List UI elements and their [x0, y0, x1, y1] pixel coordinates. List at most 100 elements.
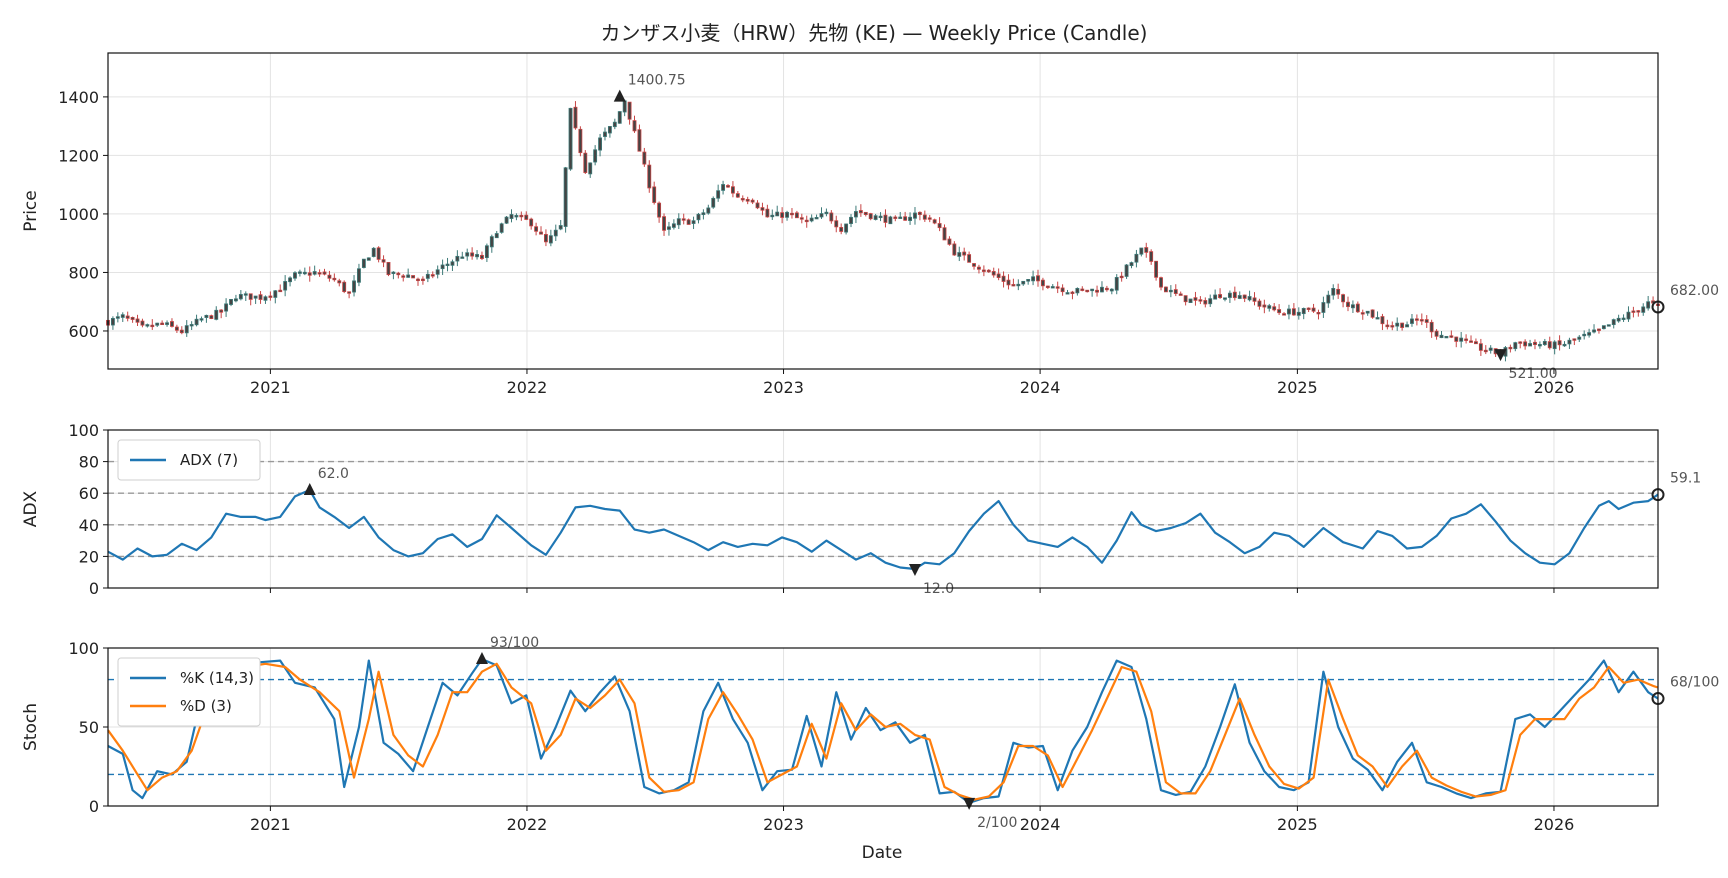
candle-body	[790, 212, 794, 216]
candle-body	[937, 223, 942, 229]
candle-body	[396, 272, 401, 276]
candle-body	[617, 111, 622, 124]
candle-body	[524, 214, 529, 220]
candle-body	[1646, 301, 1651, 309]
axes-frame	[107, 647, 1659, 807]
candle-body	[115, 316, 120, 319]
candle-body	[893, 216, 898, 219]
candle-body	[307, 272, 312, 276]
candle-body	[125, 315, 130, 319]
candle-body	[1587, 332, 1592, 336]
candle-body	[184, 325, 189, 334]
x-tick-label: 2021	[250, 815, 291, 834]
candle-body	[337, 280, 342, 284]
candle-body	[160, 322, 165, 326]
series-line	[107, 662, 1659, 801]
candle-body	[1567, 339, 1572, 345]
candle-body	[494, 233, 499, 239]
candle-body	[996, 273, 1001, 278]
candle-body	[922, 214, 927, 220]
candle-body	[1552, 341, 1557, 350]
candle-body	[509, 214, 514, 219]
candle-body	[1227, 292, 1232, 298]
min-marker	[908, 564, 921, 577]
chart-title: カンザス小麦（HRW）先物 (KE) — Weekly Price (Candl…	[601, 21, 1148, 45]
candle-body	[130, 317, 135, 320]
candle-body	[578, 128, 583, 154]
candle-body	[1282, 313, 1286, 316]
candle-body	[174, 326, 179, 331]
candle-body	[1114, 277, 1119, 291]
candle-body	[735, 193, 740, 198]
candle-body	[1636, 310, 1641, 313]
candle-body	[981, 269, 986, 272]
candle-body	[1400, 322, 1405, 328]
candle-body	[1080, 288, 1085, 291]
candle-body	[1419, 319, 1424, 322]
candle-body	[775, 211, 780, 217]
candle-body	[977, 266, 981, 270]
last-value-label: 59.1	[1670, 471, 1701, 487]
x-tick-label: 2025	[1277, 378, 1318, 397]
candle-body	[455, 255, 460, 262]
candle-body	[1267, 305, 1272, 309]
candle-body	[957, 252, 962, 257]
candle-body	[750, 199, 755, 203]
candle-body	[972, 263, 976, 267]
candle-body	[612, 121, 617, 128]
series-line	[107, 488, 1659, 571]
candle-body	[1621, 317, 1626, 320]
candle-body	[1021, 280, 1026, 285]
candle-body	[1331, 288, 1336, 296]
y-tick-label: 0	[89, 579, 99, 598]
candle-body	[460, 256, 465, 259]
candle-body	[829, 212, 834, 222]
candle-body	[883, 214, 888, 223]
candle-body	[1380, 316, 1385, 325]
candle-body	[293, 272, 297, 279]
candle-body	[878, 215, 883, 219]
candle-body	[332, 277, 337, 281]
candle-body	[534, 226, 539, 232]
candle-body	[243, 293, 248, 296]
candle-body	[278, 289, 283, 293]
x-tick-label: 2025	[1277, 815, 1318, 834]
candle-body	[1410, 318, 1414, 324]
candle-body	[1001, 275, 1006, 282]
candle-body	[1016, 283, 1021, 287]
candle-body	[347, 291, 352, 294]
candle-body	[1203, 300, 1208, 305]
candle-body	[371, 247, 376, 257]
y-axis-label: Stoch	[21, 703, 41, 751]
candle-body	[352, 280, 356, 293]
y-tick-label: 60	[79, 484, 99, 503]
max-label: 62.0	[318, 466, 349, 482]
candle-body	[110, 318, 115, 326]
candle-body	[1291, 308, 1296, 316]
candle-body	[189, 324, 194, 327]
adx-panel: 0 20 40 60 80 100 ADX 62.0 12.0 59.1 ADX (7)	[21, 421, 1701, 598]
candle-body	[1159, 277, 1163, 288]
x-tick-label: 2026	[1534, 378, 1575, 397]
candle-body	[539, 231, 543, 235]
candle-body	[406, 274, 411, 278]
candle-body	[917, 211, 922, 215]
candle-body	[1277, 309, 1282, 314]
last-value-label: 682.00	[1670, 283, 1719, 299]
candle-body	[868, 213, 873, 220]
max-label: 93/100	[490, 635, 539, 651]
min-label: 12.0	[923, 581, 954, 597]
candle-body	[819, 213, 824, 218]
candle-body	[1542, 341, 1547, 346]
y-tick-label: 40	[79, 516, 99, 535]
candle-body	[1104, 287, 1109, 291]
series-line	[107, 658, 1659, 804]
candle-body	[1198, 299, 1203, 302]
candle-body	[908, 216, 912, 221]
candle-body	[1533, 341, 1537, 345]
y-tick-label: 1200	[58, 146, 99, 165]
candle-body	[470, 252, 475, 257]
candle-body	[627, 101, 632, 120]
min-marker	[1494, 349, 1507, 362]
candle-body	[1597, 328, 1601, 331]
